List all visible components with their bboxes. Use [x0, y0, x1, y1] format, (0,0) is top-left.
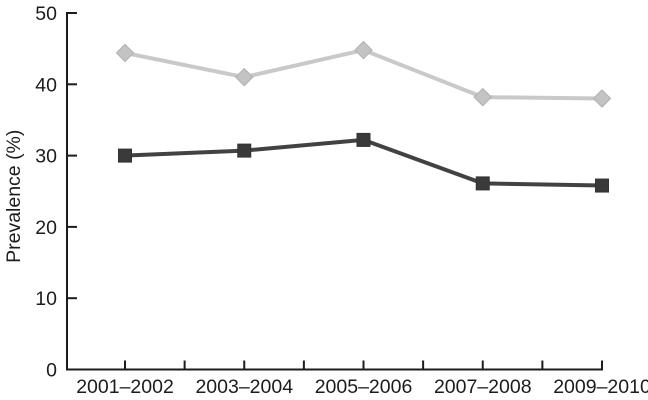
- x-tick-label: 2007–2008: [434, 376, 532, 398]
- y-tick-label: 40: [35, 74, 57, 96]
- x-tick-label: 2009–2010: [553, 376, 648, 398]
- y-tick-label: 0: [46, 360, 57, 382]
- series-upper-series-marker: [115, 43, 135, 63]
- series-lower-series-marker: [356, 132, 371, 147]
- y-tick-label: 10: [35, 288, 57, 310]
- series-lower-series-marker: [475, 176, 490, 191]
- series-lower-series-marker: [237, 143, 252, 158]
- y-tick-label: 30: [35, 146, 57, 168]
- x-tick-label: 2005–2006: [315, 376, 413, 398]
- y-axis-title: Prevalence (%): [3, 130, 25, 263]
- series-lower-series-marker: [118, 148, 132, 163]
- series-upper-series-marker: [473, 87, 493, 107]
- series-upper-series-marker: [234, 67, 254, 87]
- y-tick-label: 50: [35, 3, 57, 25]
- y-tick-label: 20: [35, 217, 57, 239]
- series-upper-series-marker: [592, 89, 612, 108]
- series-upper-series-marker: [354, 40, 373, 60]
- x-tick-label: 2003–2004: [195, 376, 293, 398]
- x-tick-label: 2001–2002: [76, 376, 174, 398]
- series-lower-series-marker: [595, 178, 609, 193]
